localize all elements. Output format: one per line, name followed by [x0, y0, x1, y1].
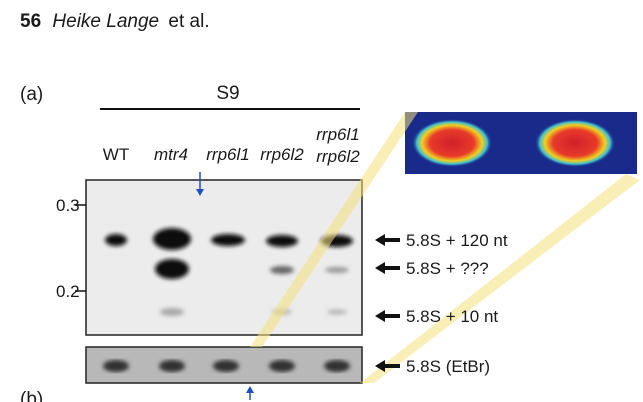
- lane-label: mtr4: [154, 145, 188, 164]
- lane-label: WT: [103, 145, 129, 164]
- band: [266, 235, 298, 247]
- band: [213, 360, 239, 372]
- band: [103, 360, 129, 372]
- band: [327, 309, 347, 315]
- band: [155, 259, 189, 279]
- page-number: 56: [20, 11, 41, 32]
- arrow: [375, 234, 400, 246]
- arrow: [375, 310, 400, 322]
- band-label: 5.8S + 10 nt: [406, 307, 498, 326]
- panel-label: (a): [20, 84, 43, 105]
- band-arrows: [375, 234, 400, 372]
- lane-label: rrp6l2: [316, 147, 360, 166]
- band: [159, 360, 185, 372]
- band-label: 5.8S + 120 nt: [406, 231, 508, 250]
- panel-label: (b): [20, 389, 43, 402]
- zoom-guide: [250, 112, 418, 347]
- size-marker: 0.2: [56, 282, 80, 301]
- band-label: 5.8S (EtBr): [406, 357, 490, 376]
- lane-label: rrp6l2: [260, 145, 304, 164]
- band: [160, 308, 184, 316]
- lane-label: rrp6l1: [206, 145, 249, 164]
- band: [269, 360, 295, 372]
- band: [325, 267, 349, 273]
- group-label: S9: [216, 83, 239, 104]
- etbr-bands: [103, 360, 350, 372]
- arrow: [375, 262, 400, 274]
- band: [324, 360, 350, 372]
- band: [211, 234, 245, 246]
- band: [270, 266, 294, 274]
- et-al: et al.: [168, 11, 209, 32]
- zoom-guide: [360, 174, 640, 383]
- heatmap-spot: [412, 119, 492, 167]
- arrow: [375, 360, 400, 372]
- band: [105, 234, 127, 246]
- band: [153, 228, 191, 250]
- size-marker: 0.3: [56, 196, 80, 215]
- running-header: 56 Heike Lange et al.: [20, 11, 210, 32]
- authors: Heike Lange: [52, 11, 159, 32]
- marker-arrow: [196, 189, 204, 196]
- band-label: 5.8S + ???: [406, 259, 489, 278]
- lane-label: rrp6l1: [316, 125, 359, 144]
- heatmap-spot: [535, 119, 615, 167]
- marker-arrow: [246, 386, 254, 393]
